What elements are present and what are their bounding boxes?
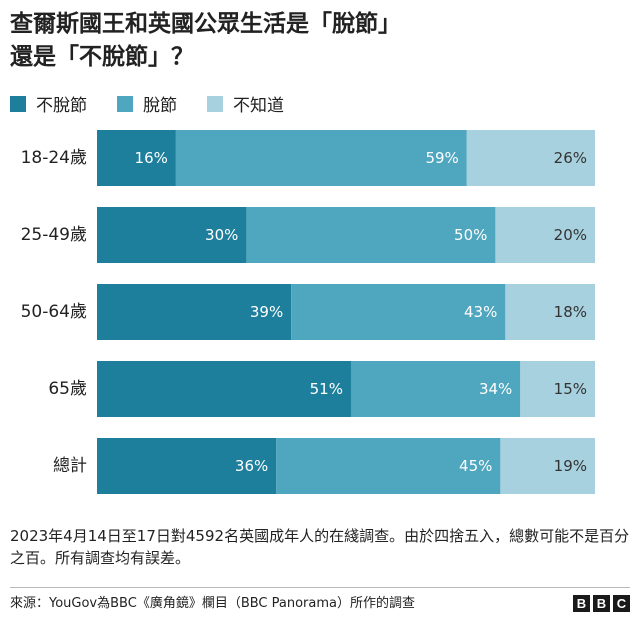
survey-note: 2023年4月14日至17日對4592名英國成年人的在綫調查。由於四捨五入，總數… — [10, 527, 630, 567]
bbc-logo-letter: B — [573, 595, 590, 612]
legend-item-dont-know: 不知道 — [207, 91, 284, 116]
stacked-bar-chart: 18-24歲 16% 59% 26% 25-49歲 30% 50% 20% 50-64歲 39% 4… — [21, 130, 595, 494]
title-line-1: 查爾斯國王和英國公眾生活是「脫節」 — [10, 11, 401, 37]
bar-segment-dont-know — [520, 361, 595, 417]
bar-segment-dont-know — [466, 130, 595, 186]
title-line-2: 還是「不脫節」？ — [10, 44, 194, 70]
category-label: 18-24歲 — [21, 148, 87, 168]
value-label: 34% — [479, 380, 512, 398]
value-label: 26% — [554, 149, 587, 167]
bbc-logo-letter: C — [613, 595, 630, 612]
legend-label: 脫節 — [143, 96, 177, 116]
bar-segment-dont-know — [505, 284, 595, 340]
value-label: 30% — [205, 226, 238, 244]
footer-divider — [10, 587, 630, 588]
source-text: 來源：YouGov為BBC《廣角鏡》欄目（BBC Panorama）所作的調查 — [10, 596, 415, 611]
value-label: 39% — [250, 303, 283, 321]
value-label: 15% — [554, 380, 587, 398]
bar-segment-not-out-of-touch — [97, 438, 277, 494]
value-label: 45% — [459, 457, 492, 475]
bar-segment-not-out-of-touch — [97, 284, 292, 340]
value-label: 43% — [464, 303, 497, 321]
category-label: 總計 — [53, 456, 87, 476]
value-label: 36% — [235, 457, 268, 475]
value-label: 50% — [454, 226, 487, 244]
value-label: 51% — [310, 380, 343, 398]
category-label: 65歲 — [48, 379, 87, 399]
bar-segment-dont-know — [495, 207, 595, 263]
value-label: 16% — [135, 149, 168, 167]
bar-segment-out-of-touch — [175, 130, 467, 186]
legend-item-not-out-of-touch: 不脫節 — [10, 91, 87, 116]
bar-segment-out-of-touch — [350, 361, 521, 417]
legend-label: 不知道 — [233, 96, 284, 116]
bar-segment-out-of-touch — [291, 284, 506, 340]
value-label: 18% — [554, 303, 587, 321]
legend: 不脫節 脫節 不知道 — [10, 91, 314, 116]
bbc-logo: B B C — [570, 595, 630, 612]
bar-segment-not-out-of-touch — [97, 130, 176, 186]
bbc-logo-letter: B — [593, 595, 610, 612]
value-label: 59% — [425, 149, 458, 167]
bar-segment-not-out-of-touch — [97, 361, 351, 417]
chart-title: 查爾斯國王和英國公眾生活是「脫節」 還是「不脫節」？ — [10, 8, 630, 74]
legend-swatch — [10, 95, 26, 112]
category-label: 25-49歲 — [21, 225, 87, 245]
legend-item-out-of-touch: 脫節 — [117, 91, 177, 116]
bar-segment-not-out-of-touch — [97, 207, 247, 263]
category-label: 50-64歲 — [21, 302, 87, 322]
value-label: 19% — [554, 457, 587, 475]
bar-segment-out-of-touch — [276, 438, 501, 494]
legend-swatch — [117, 95, 133, 112]
legend-label: 不脫節 — [36, 96, 87, 116]
value-label: 20% — [554, 226, 587, 244]
bar-segment-dont-know — [500, 438, 595, 494]
bar-segment-out-of-touch — [246, 207, 496, 263]
legend-swatch — [207, 95, 223, 112]
